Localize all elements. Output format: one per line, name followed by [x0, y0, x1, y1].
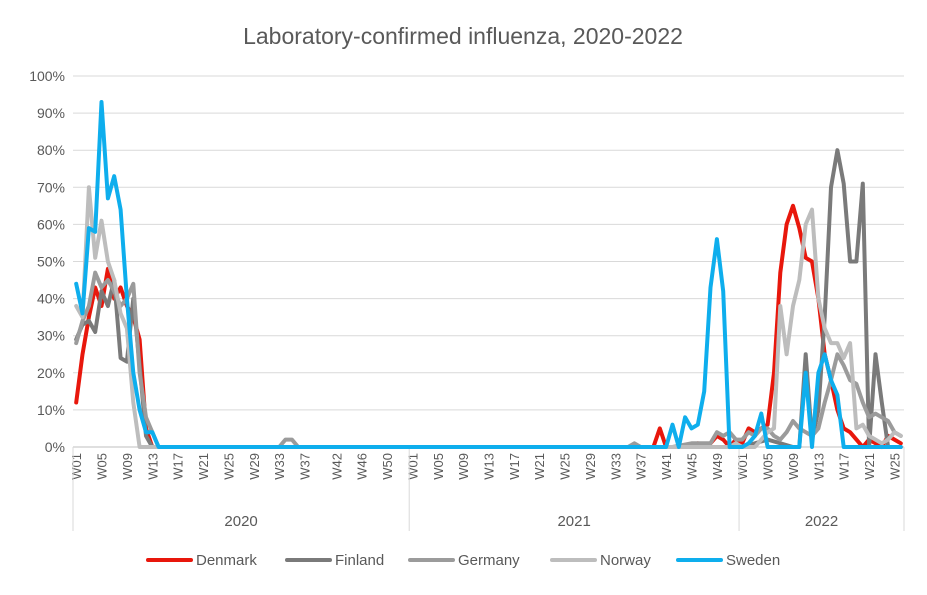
x-tick-label: W13 [811, 453, 826, 480]
x-tick-label: W29 [247, 453, 262, 480]
y-tick-label: 0% [45, 439, 65, 455]
x-tick-label: W25 [887, 453, 902, 480]
y-tick-label: 50% [37, 254, 65, 270]
series-lines [74, 100, 903, 449]
x-tick-label: W05 [95, 453, 110, 480]
gridlines [73, 75, 904, 448]
legend-label-denmark: Denmark [196, 552, 257, 569]
x-tick-label: W13 [482, 453, 497, 480]
x-tick-label: W21 [196, 453, 211, 480]
x-tick-label: W37 [298, 453, 313, 480]
y-tick-label: 100% [29, 68, 65, 84]
year-label: 2022 [805, 513, 838, 530]
x-tick-label: W05 [431, 453, 446, 480]
legend-label-finland: Finland [335, 552, 384, 569]
y-tick-label: 40% [37, 291, 65, 307]
legend-label-norway: Norway [600, 552, 651, 569]
y-tick-label: 90% [37, 105, 65, 121]
x-tick-label: W13 [145, 453, 160, 480]
year-label: 2020 [224, 513, 257, 530]
legend-label-sweden: Sweden [726, 552, 780, 569]
y-tick-label: 20% [37, 365, 65, 381]
x-tick-label: W09 [120, 453, 135, 480]
x-tick-label: W09 [456, 453, 471, 480]
x-tick-label: W42 [329, 453, 344, 480]
x-tick-label: W01 [735, 453, 750, 480]
y-tick-label: 70% [37, 179, 65, 195]
x-tick-label: W17 [837, 453, 852, 480]
x-tick-label: W21 [862, 453, 877, 480]
legend-label-germany: Germany [458, 552, 520, 569]
year-label: 2021 [557, 513, 590, 530]
x-tick-label: W21 [532, 453, 547, 480]
x-tick-label: W25 [221, 453, 236, 480]
y-axis: 0% 10% 20% 30% 40% 50% 60% 70% 80% 90% 100% [29, 68, 65, 455]
chart-title: Laboratory-confirmed influenza, 2020-202… [243, 23, 683, 49]
y-tick-label: 80% [37, 142, 65, 158]
y-tick-label: 60% [37, 216, 65, 232]
x-tick-label: W45 [684, 453, 699, 480]
series-line-sweden [74, 100, 903, 449]
x-tick-label: W09 [786, 453, 801, 480]
x-tick-label: W29 [583, 453, 598, 480]
legend: Denmark Finland Germany Norway Sweden [146, 552, 780, 569]
x-tick-label: W17 [507, 453, 522, 480]
x-tick-label: W17 [171, 453, 186, 480]
y-tick-label: 10% [37, 402, 65, 418]
series-line-norway [74, 185, 903, 449]
x-tick-label: W41 [659, 453, 674, 480]
series-line-germany [74, 270, 903, 449]
x-tick-label: W33 [272, 453, 287, 480]
x-tick-label: W01 [69, 453, 84, 480]
x-tick-label: W49 [710, 453, 725, 480]
x-tick-label: W46 [355, 453, 370, 480]
x-tick-label: W33 [608, 453, 623, 480]
x-tick-label: W01 [405, 453, 420, 480]
x-tick-label: W25 [558, 453, 573, 480]
y-tick-label: 30% [37, 328, 65, 344]
x-tick-label: W37 [634, 453, 649, 480]
x-tick-label: W50 [380, 453, 395, 480]
x-tick-label: W05 [761, 453, 776, 480]
series-line-denmark [74, 203, 903, 449]
x-axis: W01 W05 W09 W13 W17 W21 W25 W29 W33 W37 W42 W46 W50 W… [69, 446, 905, 531]
